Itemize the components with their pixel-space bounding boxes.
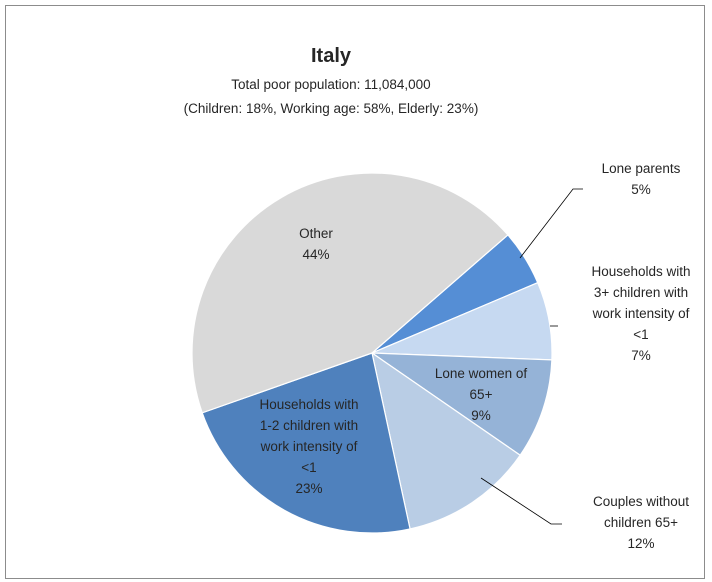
chart-title: Italy <box>311 45 352 67</box>
pie-chart: Italy Total poor population: 11,084,000 … <box>184 45 691 551</box>
chart-subtitle-line-1: Total poor population: 11,084,000 <box>231 77 430 92</box>
slice-label-4: Couples without children 65+ 12% <box>593 494 689 551</box>
slice-label-5: Households with 1-2 children with work int… <box>259 397 358 496</box>
slice-label-3: Lone women of 65+ 9% <box>435 366 528 423</box>
slice-label-2: Households with 3+ children with work inte… <box>591 264 690 363</box>
slice-label-6: Other 44% <box>299 226 333 262</box>
leader-lines <box>480 188 583 525</box>
pie-slice-5 <box>201 352 411 534</box>
leader-line-4 <box>480 477 562 525</box>
leader-line-1 <box>519 188 583 259</box>
chart-subtitle-line-2: (Children: 18%, Working age: 58%, Elderl… <box>184 101 479 116</box>
pie-slice-4 <box>371 351 521 530</box>
pie-slice-6 <box>191 172 509 414</box>
pie-slices <box>191 172 553 534</box>
slice-label-1: Lone parents 5% <box>602 161 681 197</box>
slice-labels: Lone parents 5% Households with 3+ children… <box>259 161 690 551</box>
pie-slice-3 <box>369 352 553 457</box>
chart-frame: Italy Total poor population: 11,084,000 … <box>5 5 705 579</box>
